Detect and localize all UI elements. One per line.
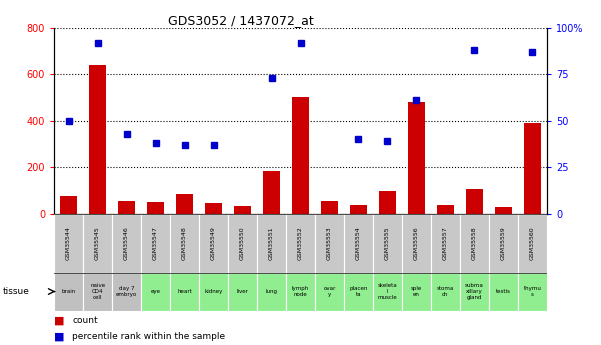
Text: GSM35557: GSM35557 [443, 226, 448, 260]
Bar [228, 214, 257, 273]
Text: GSM35550: GSM35550 [240, 226, 245, 260]
Bar [495, 207, 512, 214]
Text: lung: lung [266, 289, 278, 294]
Bar [234, 206, 251, 214]
Bar [176, 194, 194, 214]
Text: GSM35551: GSM35551 [269, 226, 274, 260]
Text: stoma
ch: stoma ch [437, 286, 454, 297]
Text: eye: eye [151, 289, 160, 294]
Text: GSM35546: GSM35546 [124, 226, 129, 260]
Text: heart: heart [177, 289, 192, 294]
Bar [89, 65, 106, 214]
Bar [263, 171, 280, 214]
Text: kidney: kidney [204, 289, 223, 294]
Bar [466, 189, 483, 214]
Bar [147, 202, 164, 214]
Text: ovar
y: ovar y [323, 286, 336, 297]
Text: GSM35544: GSM35544 [66, 226, 71, 260]
Bar [437, 205, 454, 214]
Bar [402, 273, 431, 310]
Text: GSM35548: GSM35548 [182, 226, 187, 260]
Text: ■: ■ [54, 316, 64, 326]
Text: GSM35555: GSM35555 [385, 226, 390, 260]
Bar [431, 273, 460, 310]
Bar [518, 273, 547, 310]
Text: GSM35545: GSM35545 [95, 226, 100, 260]
Bar [321, 201, 338, 214]
Text: GSM35558: GSM35558 [472, 226, 477, 260]
Bar [60, 196, 78, 214]
Bar [489, 214, 518, 273]
Bar [54, 214, 83, 273]
Text: day 7
embryо: day 7 embryо [116, 286, 137, 297]
Bar [112, 214, 141, 273]
Text: GSM35556: GSM35556 [414, 226, 419, 260]
Bar [460, 273, 489, 310]
Text: GSM35547: GSM35547 [153, 226, 158, 260]
Bar [286, 214, 315, 273]
Bar [118, 201, 135, 214]
Bar [402, 214, 431, 273]
Text: brain: brain [61, 289, 76, 294]
Bar [431, 214, 460, 273]
Bar [54, 273, 83, 310]
Text: count: count [72, 316, 98, 325]
Bar [315, 214, 344, 273]
Bar [315, 273, 344, 310]
Bar [489, 273, 518, 310]
Bar [170, 214, 199, 273]
Bar [292, 97, 309, 214]
Text: thymu
s: thymu s [523, 286, 542, 297]
Bar [344, 214, 373, 273]
Bar [460, 214, 489, 273]
Text: sple
en: sple en [411, 286, 422, 297]
Bar [83, 214, 112, 273]
Text: GSM35560: GSM35560 [530, 226, 535, 260]
Bar [228, 273, 257, 310]
Text: tissue: tissue [3, 287, 30, 296]
Bar [373, 273, 402, 310]
Bar [170, 273, 199, 310]
Text: GSM35559: GSM35559 [501, 226, 506, 260]
Text: placen
ta: placen ta [349, 286, 368, 297]
Text: naive
CD4
cell: naive CD4 cell [90, 283, 105, 300]
Bar [141, 214, 170, 273]
Bar [344, 273, 373, 310]
Bar [199, 214, 228, 273]
Bar [373, 214, 402, 273]
Bar [518, 214, 547, 273]
Bar [523, 123, 541, 214]
Text: GSM35552: GSM35552 [298, 226, 303, 260]
Text: percentile rank within the sample: percentile rank within the sample [72, 332, 225, 341]
Text: GDS3052 / 1437072_at: GDS3052 / 1437072_at [168, 14, 313, 27]
Text: GSM35549: GSM35549 [211, 226, 216, 260]
Text: testis: testis [496, 289, 511, 294]
Bar [199, 273, 228, 310]
Text: liver: liver [237, 289, 248, 294]
Text: skeleta
l
muscle: skeleta l muscle [377, 283, 397, 300]
Bar [350, 205, 367, 214]
Bar [286, 273, 315, 310]
Text: ■: ■ [54, 332, 64, 341]
Bar [112, 273, 141, 310]
Text: lymph
node: lymph node [292, 286, 309, 297]
Bar [141, 273, 170, 310]
Bar [407, 102, 425, 214]
Bar [205, 204, 222, 214]
Text: GSM35553: GSM35553 [327, 226, 332, 260]
Bar [257, 214, 286, 273]
Bar [83, 273, 112, 310]
Text: GSM35554: GSM35554 [356, 226, 361, 260]
Text: subma
xillary
gland: subma xillary gland [465, 283, 484, 300]
Bar [257, 273, 286, 310]
Bar [379, 190, 396, 214]
